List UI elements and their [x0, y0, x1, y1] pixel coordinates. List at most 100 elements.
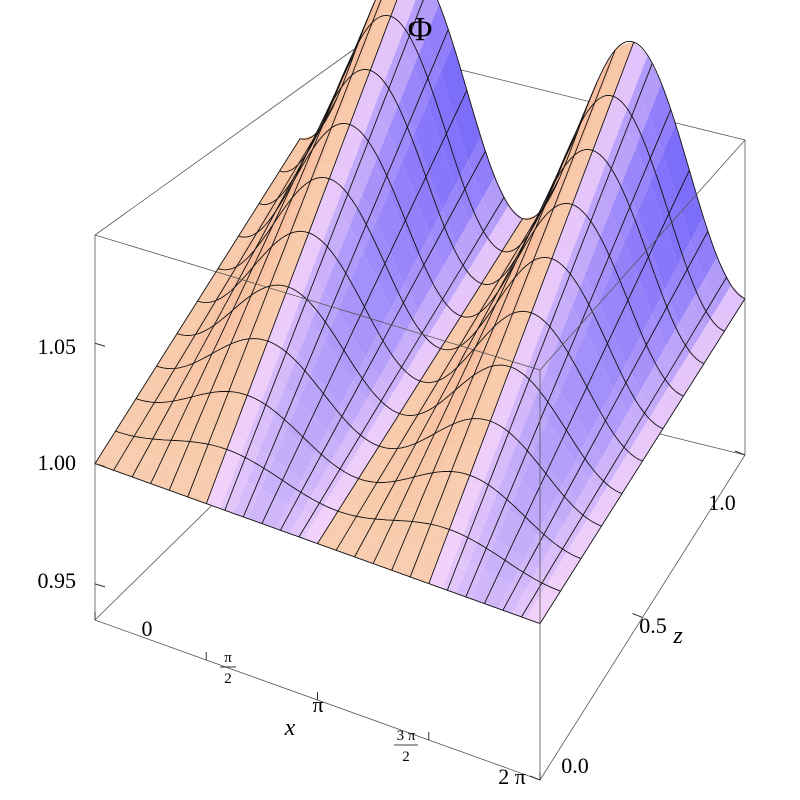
surface-patch [664, 265, 692, 324]
surface-patch [456, 221, 483, 268]
surface-patch [614, 412, 642, 452]
mesh-line-z [176, 284, 623, 495]
surface-patch [452, 411, 479, 447]
surface-patch [520, 402, 548, 451]
surface-patch [641, 410, 669, 441]
surface-patch [398, 479, 426, 510]
surface-patch [269, 265, 296, 301]
surface-patch [385, 0, 413, 42]
surface-patch [436, 374, 463, 412]
surface-patch [274, 156, 302, 180]
surface-patch [257, 334, 285, 376]
surface-patch [228, 302, 256, 341]
surface-patch [585, 301, 613, 360]
surface-patch [427, 511, 455, 550]
surface-patch [563, 502, 591, 536]
surface-patch [274, 469, 302, 505]
surface-patch [95, 443, 122, 469]
surface-patch [497, 549, 524, 585]
surface-patch [415, 171, 443, 235]
surface-patch [467, 448, 494, 489]
surface-patch [313, 388, 340, 431]
surface-patch [306, 131, 334, 175]
x-tick-label-4: 2 π [498, 764, 526, 789]
surface-patch [372, 29, 400, 76]
surface-patch [535, 468, 563, 511]
surface-patch [369, 464, 397, 487]
surface-patch [219, 435, 246, 476]
value-tick-mark [94, 342, 106, 347]
surface-patch [322, 208, 350, 259]
surface-patch [439, 445, 467, 479]
surface-patch [627, 390, 655, 432]
surface-patch [354, 434, 382, 463]
surface-patch [690, 216, 718, 280]
surface-patch [226, 267, 254, 308]
surface-patch [556, 211, 584, 256]
surface-patch [603, 472, 630, 502]
surface-patch [372, 509, 399, 537]
surface-patch [175, 375, 202, 406]
surface-patch [457, 267, 485, 300]
surface-patch [483, 539, 510, 577]
x-tick-label-3-den: 2 [402, 749, 410, 765]
surface-patch [272, 386, 300, 430]
surface-patch [589, 457, 616, 494]
surface-patch [352, 357, 380, 400]
surface-patch [345, 31, 372, 80]
surface-patch [149, 429, 177, 457]
surface-patch [213, 294, 241, 332]
surface-patch [243, 331, 271, 369]
surface-patch [503, 278, 531, 319]
surface-patch [261, 177, 289, 200]
surface-patch [338, 334, 366, 382]
surface-patch [287, 442, 315, 480]
surface-patch [504, 311, 532, 347]
surface-patch [596, 155, 624, 212]
z-tick-mark [734, 450, 746, 456]
surface-patch [424, 420, 452, 456]
surface-patch [397, 455, 425, 486]
surface-patch [192, 465, 220, 504]
surface-patch [387, 99, 415, 163]
surface-patch [548, 441, 576, 487]
surface-patch [375, 131, 402, 193]
surface-patch [294, 198, 322, 233]
surface-patch [351, 307, 379, 358]
surface-patch [146, 362, 173, 386]
chart-title: Φ [408, 11, 433, 48]
surface-patch [432, 340, 460, 362]
surface-patch [516, 245, 543, 287]
surface-patch [307, 165, 335, 199]
surface-patch [408, 397, 435, 424]
surface-patch [574, 387, 601, 438]
surface-patch [567, 111, 595, 160]
surface-patch [301, 455, 329, 489]
surface-patch [484, 257, 511, 280]
surface-patch [293, 165, 321, 207]
x-tick-labels: 0 π 2 π 3 π 2 2 π [142, 616, 526, 789]
surface-patch [492, 380, 520, 422]
surface-patch [360, 63, 387, 109]
surface-patch [240, 251, 267, 294]
surface-patch [327, 406, 354, 445]
surface-patch [429, 210, 457, 267]
surface-patch [231, 402, 259, 442]
surface-patch [507, 434, 535, 480]
surface-patch [580, 78, 607, 128]
surface-patch [135, 429, 163, 455]
surface-patch [458, 298, 486, 321]
surface-patch [254, 238, 281, 281]
z-tick-label-1: 0.5 [639, 613, 667, 638]
surface-patch [430, 266, 458, 310]
surface-patch [625, 278, 652, 340]
surface-patch [335, 175, 363, 227]
x-tick-label-3pi-over-2: 3 π 2 [394, 728, 418, 765]
surface-patch [171, 321, 199, 344]
x-tick-label-3-num: 3 π [397, 728, 416, 744]
surface-patch [414, 103, 442, 172]
surface-patch [431, 309, 459, 341]
surface-patch [273, 429, 301, 470]
surface-patch [259, 418, 287, 460]
surface-patch [496, 509, 523, 550]
